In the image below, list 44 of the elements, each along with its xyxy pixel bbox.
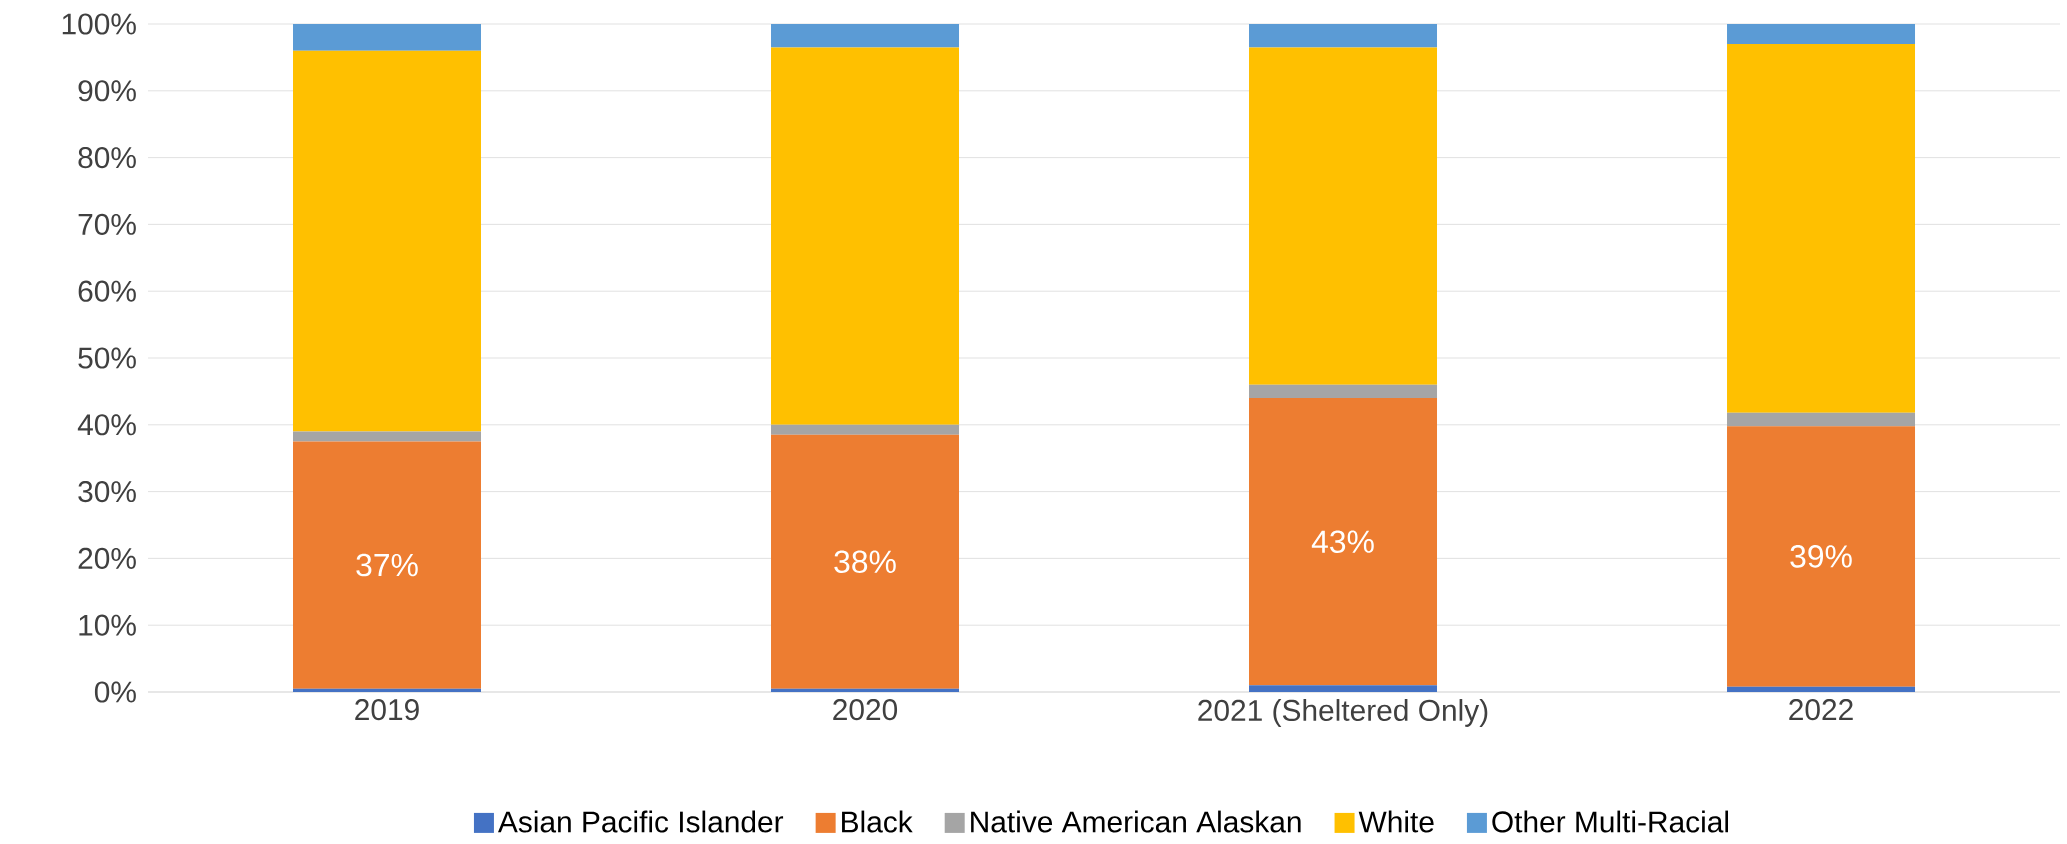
y-tick-label: 20% [78, 547, 136, 569]
bar [771, 434, 960, 689]
data-label: 37% [356, 553, 418, 577]
bar [1249, 398, 1438, 686]
bar [1727, 23, 1916, 45]
x-tick-label: 2021 (Sheltered Only) [1198, 699, 1488, 727]
data-label: 43% [1311, 530, 1374, 553]
y-tick-label: 60% [78, 280, 136, 302]
y-tick-label: 30% [78, 481, 136, 503]
bar [1249, 23, 1438, 48]
legend-label: Native American Alaskan [971, 810, 1301, 833]
bar [1249, 47, 1438, 385]
legend-label: Asian Pacific Islander [497, 810, 784, 833]
bar [293, 50, 481, 432]
y-tick-label: 0% [94, 681, 136, 703]
bar [1727, 426, 1916, 687]
legend-label: White [1358, 810, 1434, 833]
bar [1727, 44, 1916, 413]
bar [1727, 686, 1916, 692]
y-tick-label: 50% [78, 347, 136, 369]
legend-label: Other Multi-Racial [1492, 810, 1728, 833]
bar [293, 441, 481, 689]
y-tick-label: 90% [78, 80, 136, 102]
bar [771, 23, 960, 48]
y-tick-label: 40% [77, 414, 136, 436]
bar [293, 688, 481, 692]
bar [771, 688, 960, 692]
bar [293, 431, 481, 442]
data-label: 38% [834, 550, 896, 574]
x-tick-label: 2019 [355, 699, 419, 721]
y-tick-label: 80% [78, 147, 136, 169]
y-tick-label: 10% [79, 614, 136, 636]
legend-label: Black [842, 810, 913, 833]
bar [1249, 384, 1438, 399]
bar [293, 23, 481, 51]
y-tick-label: 100% [62, 13, 136, 35]
bar [1727, 412, 1916, 427]
y-tick-label: 70% [78, 213, 136, 235]
x-tick-label: 2022 [1789, 699, 1853, 721]
bar [771, 47, 960, 425]
bar [1249, 685, 1438, 692]
data-label: 39% [1790, 545, 1852, 568]
bar [771, 424, 960, 435]
x-tick-label: 2020 [833, 699, 898, 721]
